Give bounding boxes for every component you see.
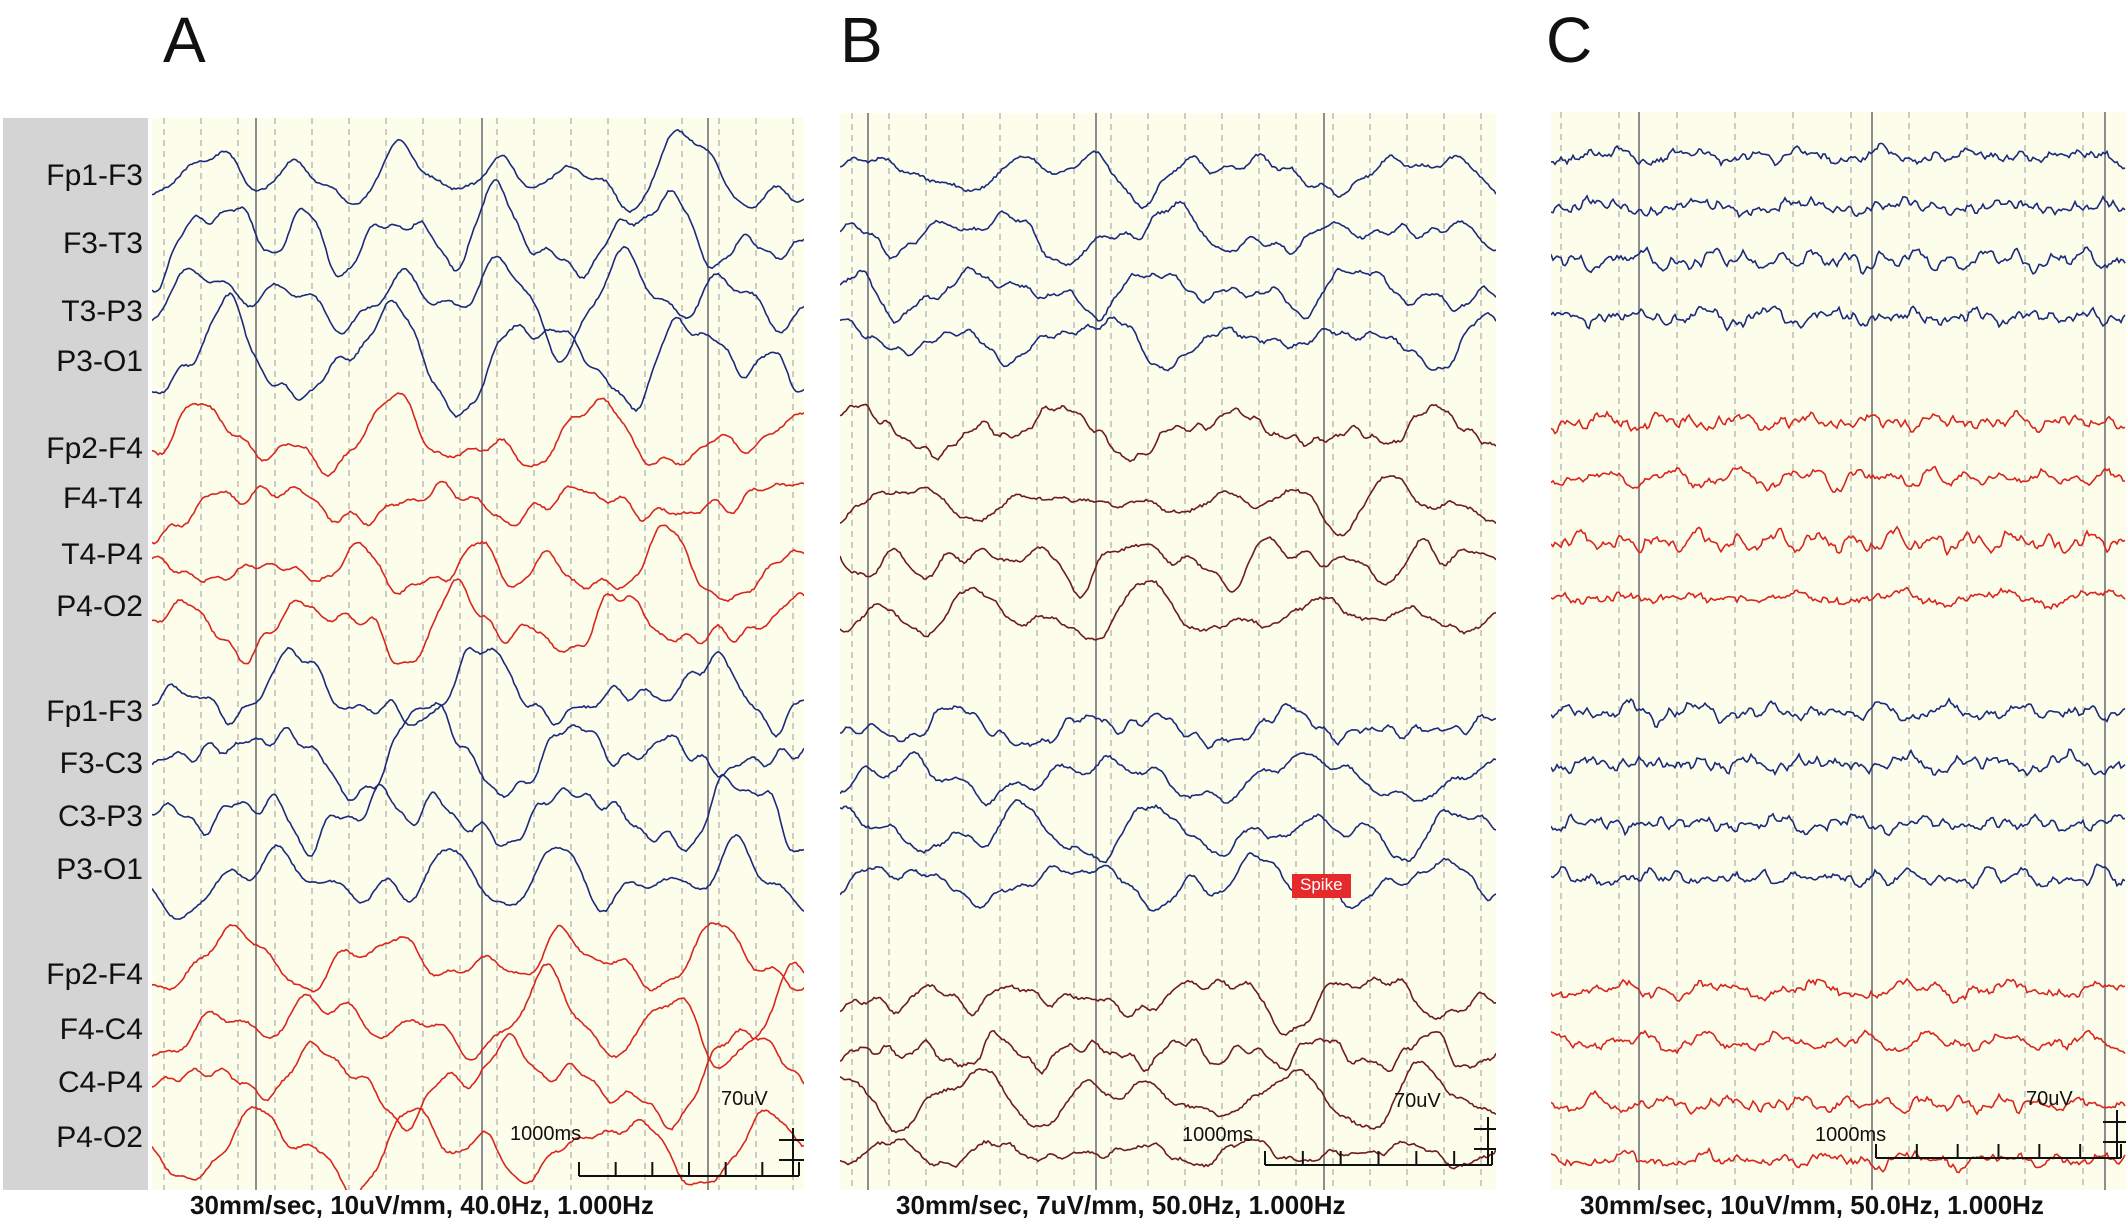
eeg-trace: [1551, 194, 2126, 219]
eeg-trace: [1551, 697, 2126, 729]
amplitude-scale-label-a: 70uV: [721, 1088, 768, 1110]
eeg-trace: [152, 178, 804, 293]
eeg-trace: [840, 403, 1496, 463]
eeg-trace: [1551, 525, 2126, 557]
panel-c-letter: C: [1546, 4, 1593, 76]
eeg-trace: [1551, 586, 2126, 611]
channel-label: C3-P3: [57, 800, 143, 833]
eeg-trace: [152, 646, 804, 738]
eeg-trace: [840, 750, 1496, 807]
amplitude-scale-label-c: 70uV: [2026, 1088, 2073, 1110]
channel-label: F3-C3: [59, 747, 143, 780]
eeg-trace: [840, 1137, 1496, 1170]
scale-bar: [1264, 1117, 1496, 1166]
eeg-trace: [152, 774, 804, 857]
eeg-trace: [840, 311, 1496, 372]
eeg-trace: [152, 392, 804, 478]
eeg-trace: [840, 702, 1496, 750]
eeg-trace: [152, 961, 804, 1070]
eeg-panel-c: [1551, 112, 2126, 1190]
channel-label: P4-O2: [56, 1121, 143, 1154]
eeg-trace: [840, 852, 1496, 912]
eeg-trace: [152, 1027, 804, 1132]
eeg-trace: [1551, 465, 2125, 493]
channel-label: T3-P3: [61, 295, 143, 328]
eeg-trace: [840, 1029, 1496, 1075]
panel-b-letter: B: [840, 4, 883, 76]
channel-label: P3-O1: [56, 345, 143, 378]
time-scale-label-a: 1000ms: [510, 1123, 582, 1145]
eeg-trace: [840, 266, 1496, 325]
eeg-trace: [1551, 142, 2126, 170]
eeg-panel-b: [840, 113, 1496, 1190]
channel-label: Fp1-F3: [46, 159, 143, 192]
eeg-trace: [1551, 409, 2126, 435]
channel-label: T4-P4: [61, 538, 143, 571]
eeg-trace: [840, 150, 1496, 210]
eeg-trace: [152, 129, 804, 214]
time-scale-label-c: 1000ms: [1815, 1124, 1887, 1146]
eeg-trace: [152, 833, 804, 920]
panel-b-settings: 30mm/sec, 7uV/mm, 50.0Hz, 1.000Hz: [896, 1190, 1346, 1220]
channel-label: Fp1-F3: [46, 695, 143, 728]
scale-bar: [1875, 1110, 2126, 1159]
eeg-trace: [840, 200, 1496, 267]
eeg-trace: [840, 1060, 1496, 1134]
eeg-trace: [152, 292, 804, 419]
eeg-traces-b: [840, 113, 1496, 1190]
channel-label: Fp2-F4: [46, 958, 143, 991]
eeg-trace: [152, 524, 804, 603]
eeg-trace: [152, 480, 804, 545]
eeg-traces-a: [152, 118, 804, 1190]
channel-label: F4-C4: [59, 1013, 143, 1046]
channel-label: Fp2-F4: [46, 432, 143, 465]
eeg-trace: [840, 475, 1496, 537]
eeg-trace: [152, 245, 804, 363]
channel-label: C4-P4: [57, 1066, 143, 1099]
channel-label: P3-O1: [56, 853, 143, 886]
eeg-trace: [1551, 1029, 2126, 1055]
eeg-trace: [152, 701, 804, 802]
channel-label-column: Fp1-F3 F3-T3 T3-P3 P3-O1 Fp2-F4 F4-T4 T4…: [3, 118, 148, 1190]
panel-a-settings: 30mm/sec, 10uV/mm, 40.0Hz, 1.000Hz: [190, 1190, 654, 1220]
amplitude-scale-label-b: 70uV: [1394, 1090, 1441, 1112]
eeg-trace: [840, 536, 1496, 600]
channel-label: F3-T3: [62, 227, 143, 260]
channel-label: P4-O2: [56, 590, 143, 623]
eeg-trace: [1551, 977, 2126, 1004]
eeg-trace: [1551, 1146, 2126, 1174]
time-scale-label-b: 1000ms: [1182, 1124, 1254, 1146]
eeg-trace: [152, 578, 804, 665]
eeg-trace: [1551, 863, 2126, 890]
channel-label: F4-T4: [62, 482, 143, 515]
eeg-trace: [1551, 1089, 2126, 1116]
eeg-trace: [1551, 812, 2126, 837]
eeg-trace: [152, 922, 804, 993]
eeg-trace: [840, 976, 1496, 1037]
eeg-trace: [1551, 748, 2126, 777]
spike-annotation: Spike: [1292, 874, 1351, 898]
eeg-trace: [840, 579, 1496, 641]
scale-bar: [578, 1128, 804, 1177]
eeg-traces-c: [1551, 112, 2126, 1190]
panel-a-letter: A: [163, 4, 206, 76]
eeg-trace: [1551, 246, 2126, 275]
eeg-trace: [1551, 305, 2126, 332]
eeg-trace: [152, 1105, 804, 1190]
eeg-trace: [840, 799, 1496, 864]
panel-c-settings: 30mm/sec, 10uV/mm, 50.0Hz, 1.000Hz: [1580, 1190, 2044, 1220]
eeg-panel-a: [152, 118, 804, 1190]
